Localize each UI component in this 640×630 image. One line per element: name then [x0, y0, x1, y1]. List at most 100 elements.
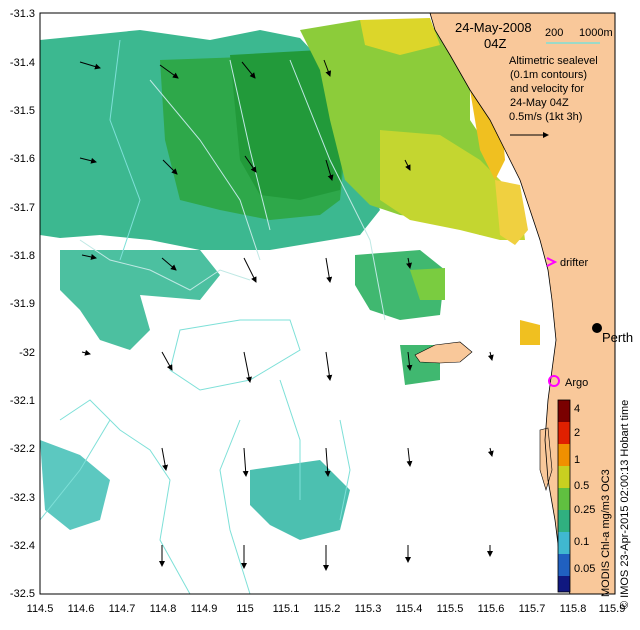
velocity-arrow: [241, 61, 256, 79]
colorbar-seg: [558, 554, 570, 576]
x-tick: 114.5: [27, 603, 54, 615]
colorbar-seg: [558, 400, 570, 422]
x-tick: 115.6: [478, 603, 505, 615]
colorbar-tick: 2: [574, 427, 580, 439]
depth-contours: [39, 39, 386, 595]
velocity-arrow: [81, 254, 97, 260]
velocity-arrow: [79, 61, 101, 70]
info-panel: Altimetric sealevel (0.1m contours) and …: [509, 55, 598, 138]
drifter-marker: drifter: [546, 257, 588, 269]
velocity-arrow: [159, 64, 179, 79]
colorbar-tick: 1: [574, 454, 580, 466]
y-tick: -31.4: [10, 57, 35, 69]
velocity-arrow: [487, 351, 494, 361]
velocity-arrow: [243, 351, 252, 383]
colorbar-tick: 4: [574, 403, 580, 415]
velocity-arrow: [325, 159, 334, 181]
velocity-arrows: [79, 59, 494, 571]
velocity-arrow: [325, 351, 333, 381]
velocity-arrow: [161, 257, 177, 271]
depth-legend: 200 1000m: [545, 27, 613, 44]
velocity-arrow: [243, 257, 257, 283]
y-tick: -31.8: [10, 250, 35, 262]
x-tick: 115.5: [437, 603, 464, 615]
info-scale: 0.5m/s (1kt 3h): [509, 111, 582, 123]
velocity-arrow: [404, 159, 411, 171]
x-tick: 114.7: [109, 603, 136, 615]
velocity-arrow: [162, 159, 178, 175]
y-tick: -31.3: [10, 8, 35, 20]
depth-legend-1000: 1000m: [579, 27, 613, 39]
garden-island: [539, 427, 553, 492]
title-time: 04Z: [484, 36, 506, 51]
info-line: (0.1m contours): [510, 69, 587, 81]
colorbar-frame: [557, 399, 571, 593]
colorbar-tick: 0.25: [574, 504, 595, 516]
velocity-arrow: [242, 447, 249, 477]
rottnest-island: [414, 341, 473, 364]
colorbar-tick: 0.1: [574, 536, 589, 548]
velocity-arrow: [161, 351, 173, 371]
velocity-arrow: [244, 155, 257, 173]
coastline: [429, 12, 571, 595]
velocity-arrow: [325, 257, 333, 283]
argo-icon: [548, 375, 560, 387]
x-tick: 115.1: [273, 603, 300, 615]
velocity-arrow: [406, 351, 413, 371]
x-tick: 115.7: [519, 603, 546, 615]
colorbar-seg: [558, 576, 570, 592]
info-line: and velocity for: [510, 83, 584, 95]
x-axis: 114.5 114.6 114.7 114.8 114.9 115 115.1 …: [27, 603, 626, 615]
drifter-icon: [546, 257, 558, 267]
colorbar-seg: [558, 466, 570, 488]
y-tick: -32.3: [10, 492, 35, 504]
plot-frame: [39, 12, 616, 595]
x-tick: 114.8: [150, 603, 177, 615]
depth-legend-200: 200: [545, 27, 563, 39]
colorbar-seg: [558, 488, 570, 510]
x-tick: 114.9: [191, 603, 218, 615]
velocity-arrow: [79, 157, 97, 164]
perth-dot: [592, 323, 602, 333]
credit-text: © IMOS 23-Apr-2015 02:00:13 Hobart time: [619, 400, 631, 609]
x-tick: 115.3: [355, 603, 382, 615]
y-tick: -32.2: [10, 443, 35, 455]
y-tick: -31.6: [10, 153, 35, 165]
colorbar-tick: 0.05: [574, 563, 595, 575]
y-tick: -31.9: [10, 298, 35, 310]
velocity-arrow: [81, 349, 91, 356]
colorbar-label: MODIS Chl-a mg/m3 OC3: [600, 469, 612, 597]
velocity-arrow: [406, 257, 412, 269]
info-line: Altimetric sealevel: [509, 55, 598, 67]
perth-label: Perth: [602, 330, 633, 345]
argo-marker: Argo: [548, 375, 588, 389]
x-tick: 115.9: [599, 603, 626, 615]
colorbar-seg: [558, 532, 570, 554]
info-line: 24-May 04Z: [510, 97, 569, 109]
x-tick: 115: [236, 603, 254, 615]
y-tick: -32.4: [10, 540, 35, 552]
velocity-arrow: [487, 447, 494, 457]
velocity-arrow: [161, 447, 169, 471]
y-tick: -32: [19, 347, 35, 359]
colorbar-tick: 0.5: [574, 480, 589, 492]
perth-marker: Perth: [592, 323, 633, 345]
x-tick: 115.2: [314, 603, 341, 615]
y-tick: -31.5: [10, 105, 35, 117]
y-tick: -32.5: [10, 588, 35, 600]
map-title: 24-May-2008 04Z: [455, 20, 532, 51]
x-tick: 115.8: [560, 603, 587, 615]
y-axis: -31.3 -31.4 -31.5 -31.6 -31.7 -31.8 -31.…: [10, 8, 35, 600]
chlorophyll-patches: [40, 18, 540, 540]
y-tick: -31.7: [10, 202, 35, 214]
velocity-arrow: [323, 59, 332, 77]
x-tick: 114.6: [68, 603, 95, 615]
colorbar-seg: [558, 422, 570, 444]
velocity-arrow: [406, 447, 413, 467]
colorbar-seg: [558, 510, 570, 532]
colorbar-seg: [558, 444, 570, 466]
y-tick: -32.1: [10, 395, 35, 407]
velocity-arrow: [324, 447, 331, 477]
drifter-label: drifter: [560, 257, 588, 269]
